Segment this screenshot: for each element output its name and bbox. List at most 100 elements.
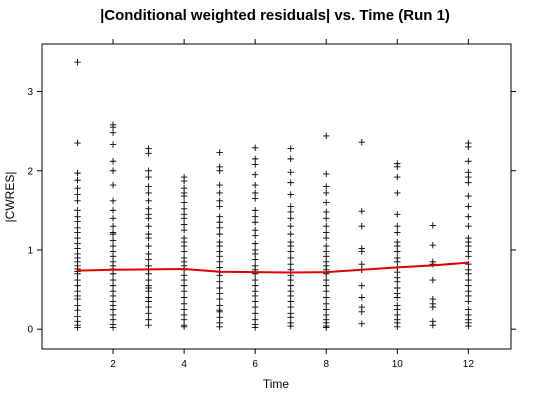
data-point [287,155,294,163]
data-point [180,276,188,284]
data-point [180,248,188,255]
data-point [394,278,401,285]
data-point [216,203,223,210]
data-point [429,242,437,249]
data-point [216,290,223,297]
data-point [429,322,437,329]
data-point [323,282,330,289]
data-point [287,223,294,230]
data-point [323,208,330,216]
data-point [145,197,152,205]
data-point [251,213,259,220]
smooth-line-layer [76,261,470,274]
data-point [109,282,117,289]
data-point [74,177,81,184]
data-point [251,219,259,226]
data-point [251,232,259,239]
data-points [74,59,472,331]
data-point [74,139,81,147]
data-point [323,253,330,260]
data-point [216,295,223,303]
data-point [323,324,330,331]
data-point [74,59,81,66]
data-point [323,300,330,308]
data-point [323,242,330,250]
data-point [251,226,259,234]
data-point [180,215,188,222]
data-point [429,276,437,284]
data-point [74,169,81,177]
data-point [74,197,81,205]
data-point [216,189,223,197]
data-point [216,219,223,226]
data-point [145,287,152,295]
data-point [394,268,401,276]
data-point [465,213,472,220]
data-point [323,306,330,313]
data-point [216,197,223,205]
data-point [394,163,401,170]
data-point [145,150,152,157]
data-point [394,229,401,236]
data-point [109,306,117,313]
data-point [216,167,223,174]
x-tick-label: 8 [323,359,329,370]
data-point [109,270,117,277]
data-point [74,295,81,303]
data-point [394,173,401,181]
data-point [145,183,152,190]
data-point [287,215,294,222]
data-point [465,270,472,277]
data-point [109,181,117,189]
data-point [287,261,294,268]
data-point [109,129,117,136]
data-point [109,197,117,205]
data-point [109,276,117,284]
data-point [74,306,81,314]
data-point [287,208,294,216]
data-point [180,300,188,308]
data-point [180,306,188,313]
data-point [358,282,365,289]
data-point [145,205,152,212]
data-point [394,306,401,313]
data-point [180,199,188,206]
data-point [323,183,330,190]
data-point [145,250,152,258]
data-point [74,207,81,214]
data-point [74,324,81,331]
data-point [251,189,259,197]
data-point [216,253,223,260]
data-point [74,282,81,289]
data-point [216,181,223,189]
data-point [216,278,223,285]
y-tick-label: 3 [27,87,33,98]
data-point [287,254,294,262]
data-point [323,229,330,236]
y-tick-label: 1 [27,245,33,256]
data-point [145,173,152,181]
data-point [323,234,330,242]
y-tick-label: 2 [27,166,33,177]
data-point [145,189,152,197]
data-point [394,223,401,230]
data-point [287,292,294,300]
data-point [323,294,330,301]
data-point [323,132,330,140]
data-point [323,223,330,230]
data-point [109,167,117,174]
data-point [465,223,472,230]
data-point [145,310,152,317]
data-point [287,230,294,238]
data-point [216,258,223,266]
data-point [287,322,294,330]
data-point [323,199,330,206]
smooth-trend-line [76,261,470,274]
data-point [251,207,259,214]
data-point [394,248,401,255]
data-point [216,213,223,220]
data-point [74,234,81,242]
data-point [145,276,152,284]
data-point [216,308,223,315]
